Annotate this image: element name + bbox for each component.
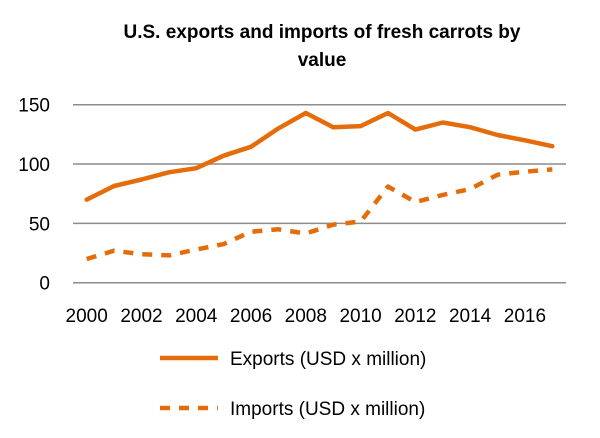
- y-tick-label: 0: [39, 274, 50, 295]
- x-tick-label: 2006: [230, 306, 272, 327]
- x-tick-label: 2014: [449, 306, 492, 327]
- y-tick-label: 100: [18, 155, 50, 176]
- x-tick-label: 2008: [285, 306, 327, 327]
- y-tick-label: 150: [18, 96, 50, 117]
- x-tick-label: 2010: [339, 306, 381, 327]
- x-tick-label: 2004: [175, 306, 218, 327]
- y-tick-label: 50: [29, 214, 50, 235]
- legend-label: Exports (USD x million): [230, 349, 426, 370]
- x-tick-label: 2000: [66, 306, 108, 327]
- chart-title-line-1: U.S. exports and imports of fresh carrot…: [124, 22, 521, 43]
- x-tick-label: 2016: [504, 306, 546, 327]
- series-line-exports: [84, 110, 555, 202]
- legend-label: Imports (USD x million): [230, 399, 425, 420]
- series-line-imports: [86, 167, 553, 262]
- x-tick-label: 2002: [120, 306, 162, 327]
- x-tick-label: 2012: [394, 306, 436, 327]
- chart-title-line-2: value: [298, 50, 347, 71]
